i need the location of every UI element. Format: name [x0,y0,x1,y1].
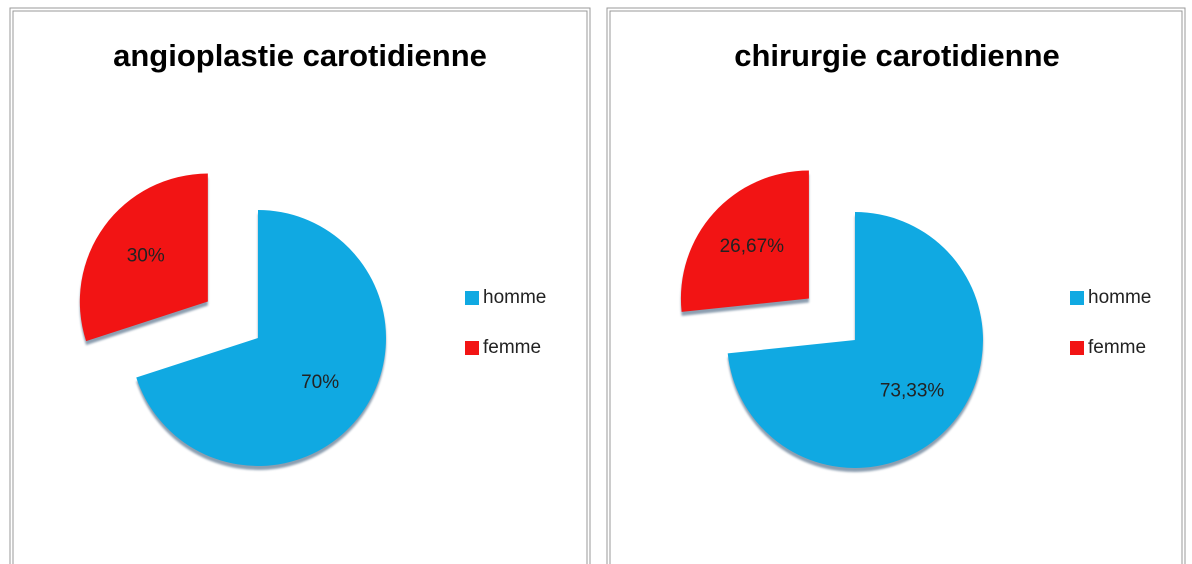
legend-swatch [465,341,479,355]
data-label: 30% [127,245,165,266]
panel-border [12,10,588,564]
chart-title: angioplastie carotidienne [113,38,487,73]
legend-label: femme [483,337,541,358]
panel-border [606,7,1186,564]
pie-slice [727,212,983,468]
legend-swatch [1070,291,1084,305]
chart-title: chirurgie carotidienne [734,38,1060,73]
legend-label: homme [483,287,546,308]
legend-swatch [465,291,479,305]
panel-border [9,7,591,564]
data-label: 26,67% [720,236,785,257]
legend-label: femme [1088,337,1146,358]
pie-slice [680,170,809,312]
legend-swatch [1070,341,1084,355]
panel-border [609,10,1183,564]
legend-label: homme [1088,287,1151,308]
data-label: 73,33% [880,380,945,401]
pie-slice [79,173,208,342]
pie-slice [136,210,386,466]
data-label: 70% [301,372,339,393]
